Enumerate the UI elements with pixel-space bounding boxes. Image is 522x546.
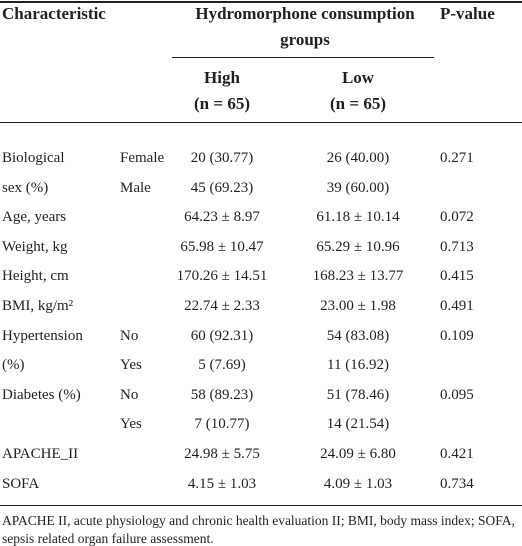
cell-high: 65.98 ± 10.47	[180, 238, 264, 255]
cell-p: 0.271	[440, 150, 474, 166]
cell-low: 23.00 ± 1.98	[320, 298, 396, 314]
header-group-line1: Hydromorphone consumption	[195, 4, 415, 23]
cell-level: Female	[120, 150, 165, 166]
cell-low: 65.29 ± 10.96	[316, 238, 400, 255]
cell-p: 0.095	[440, 386, 474, 403]
cell-high: 58 (89.23)	[190, 386, 254, 403]
cell-low: 51 (78.46)	[326, 386, 390, 403]
cell-p: 0.734	[440, 475, 474, 492]
cell-high: 4.15 ± 1.03	[187, 475, 257, 492]
cell-level: No	[120, 327, 139, 344]
cell-label: sex (%)	[2, 179, 49, 196]
top-rule	[0, 1, 522, 3]
cell-label: SOFA	[2, 475, 40, 492]
cell-low: 24.09 ± 6.80	[320, 446, 396, 462]
cell-high: 24.98 ± 5.75	[184, 446, 260, 462]
cell-label: Biological	[2, 150, 65, 166]
header-characteristic: Characteristic	[2, 4, 106, 23]
header-group-line2: groups	[280, 30, 330, 49]
cell-p: 0.072	[440, 209, 474, 226]
cell-level: Yes	[120, 416, 142, 433]
header-p-value: P-value	[440, 4, 495, 23]
cell-p: 0.415	[440, 268, 474, 285]
cell-p: 0.713	[440, 238, 474, 255]
cell-label: Height, cm	[2, 268, 69, 285]
cell-high: 7 (10.77)	[194, 416, 250, 433]
cell-high: 22.74 ± 2.33	[184, 298, 260, 314]
header-high: High	[204, 68, 240, 87]
group-rule	[172, 57, 434, 58]
footnote: APACHE II, acute physiology and chronic …	[2, 513, 515, 546]
cell-low: 54 (83.08)	[326, 327, 390, 344]
cell-low: 14 (21.54)	[326, 416, 390, 433]
cell-label: Age, years	[2, 209, 67, 226]
cell-label: Diabetes (%)	[2, 386, 81, 403]
bottom-rule	[0, 505, 522, 506]
cell-level: Yes	[120, 357, 142, 374]
cell-label: Weight, kg	[2, 238, 68, 255]
cell-low: 11 (16.92)	[327, 357, 389, 374]
cell-high: 5 (7.69)	[198, 357, 246, 374]
cell-p: 0.491	[440, 298, 474, 314]
cell-high: 20 (30.77)	[190, 150, 254, 166]
cell-p: 0.109	[440, 327, 474, 344]
cell-label: APACHE_II	[2, 446, 79, 462]
cell-high: 60 (92.31)	[190, 327, 254, 344]
header-low-n: (n = 65)	[330, 94, 386, 113]
header-low: Low	[341, 68, 375, 87]
cell-high: 170.26 ± 14.51	[176, 268, 268, 285]
cell-low: 61.18 ± 10.14	[316, 209, 400, 226]
cell-label: Hypertension	[2, 327, 83, 344]
cell-level: No	[120, 386, 139, 403]
cell-label: BMI, kg/m²	[2, 298, 74, 314]
cell-high: 64.23 ± 8.97	[184, 209, 260, 226]
header-rule	[0, 122, 522, 123]
header-high-n: (n = 65)	[194, 94, 250, 113]
cell-high: 45 (69.23)	[190, 179, 254, 196]
cell-low: 168.23 ± 13.77	[312, 268, 404, 285]
cell-label: (%)	[2, 357, 25, 374]
cell-low: 4.09 ± 1.03	[323, 475, 393, 492]
cell-low: 39 (60.00)	[326, 179, 390, 196]
cell-low: 26 (40.00)	[326, 150, 390, 166]
cell-p: 0.421	[440, 446, 474, 462]
cell-level: Male	[120, 179, 151, 196]
